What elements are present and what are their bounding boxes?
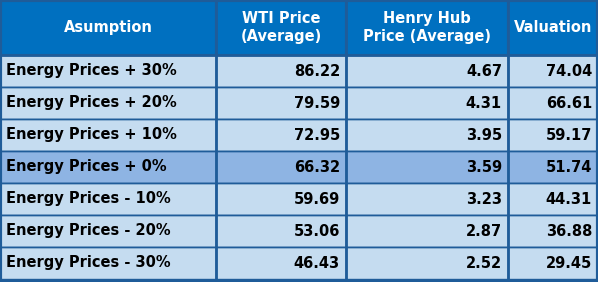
Text: 2.87: 2.87 — [466, 224, 502, 239]
Bar — [216, 247, 346, 279]
Bar — [0, 87, 216, 119]
Text: 51.74: 51.74 — [545, 160, 592, 175]
Bar — [0, 0, 216, 55]
Text: 4.67: 4.67 — [466, 63, 502, 78]
Bar — [0, 247, 216, 279]
Text: Energy Prices - 20%: Energy Prices - 20% — [6, 224, 170, 239]
Bar — [508, 87, 598, 119]
Bar — [216, 183, 346, 215]
Bar — [216, 87, 346, 119]
Text: Energy Prices - 10%: Energy Prices - 10% — [6, 191, 171, 206]
Bar — [216, 215, 346, 247]
Bar — [216, 151, 346, 183]
Bar — [508, 183, 598, 215]
Text: 79.59: 79.59 — [294, 96, 340, 111]
Bar — [346, 0, 508, 55]
Bar — [346, 183, 508, 215]
Bar — [0, 151, 216, 183]
Bar — [0, 183, 216, 215]
Text: Henry Hub
Price (Average): Henry Hub Price (Average) — [363, 11, 491, 44]
Text: 66.32: 66.32 — [294, 160, 340, 175]
Bar — [216, 0, 346, 55]
Text: 3.59: 3.59 — [466, 160, 502, 175]
Bar — [508, 119, 598, 151]
Text: 29.45: 29.45 — [546, 255, 592, 270]
Text: Energy Prices + 20%: Energy Prices + 20% — [6, 96, 177, 111]
Bar — [508, 151, 598, 183]
Bar — [508, 215, 598, 247]
Bar — [346, 215, 508, 247]
Text: 72.95: 72.95 — [294, 127, 340, 142]
Text: WTI Price
(Average): WTI Price (Average) — [240, 11, 322, 44]
Text: Valuation: Valuation — [514, 20, 592, 35]
Text: 3.95: 3.95 — [466, 127, 502, 142]
Bar — [0, 55, 216, 87]
Text: 53.06: 53.06 — [294, 224, 340, 239]
Bar — [216, 55, 346, 87]
Bar — [346, 247, 508, 279]
Bar — [346, 87, 508, 119]
Bar — [0, 119, 216, 151]
Text: 44.31: 44.31 — [546, 191, 592, 206]
Text: 46.43: 46.43 — [294, 255, 340, 270]
Bar — [0, 215, 216, 247]
Bar — [508, 0, 598, 55]
Text: Energy Prices + 10%: Energy Prices + 10% — [6, 127, 177, 142]
Bar — [346, 151, 508, 183]
Text: 4.31: 4.31 — [466, 96, 502, 111]
Text: 59.69: 59.69 — [294, 191, 340, 206]
Text: 74.04: 74.04 — [546, 63, 592, 78]
Text: Energy Prices + 0%: Energy Prices + 0% — [6, 160, 167, 175]
Text: 59.17: 59.17 — [545, 127, 592, 142]
Text: 86.22: 86.22 — [294, 63, 340, 78]
Text: Asumption: Asumption — [63, 20, 152, 35]
Text: 2.52: 2.52 — [466, 255, 502, 270]
Text: 66.61: 66.61 — [546, 96, 592, 111]
Bar — [508, 55, 598, 87]
Bar — [346, 119, 508, 151]
Bar — [216, 119, 346, 151]
Text: Energy Prices - 30%: Energy Prices - 30% — [6, 255, 170, 270]
Bar — [508, 247, 598, 279]
Text: 3.23: 3.23 — [466, 191, 502, 206]
Text: 36.88: 36.88 — [545, 224, 592, 239]
Bar — [346, 55, 508, 87]
Text: Energy Prices + 30%: Energy Prices + 30% — [6, 63, 177, 78]
